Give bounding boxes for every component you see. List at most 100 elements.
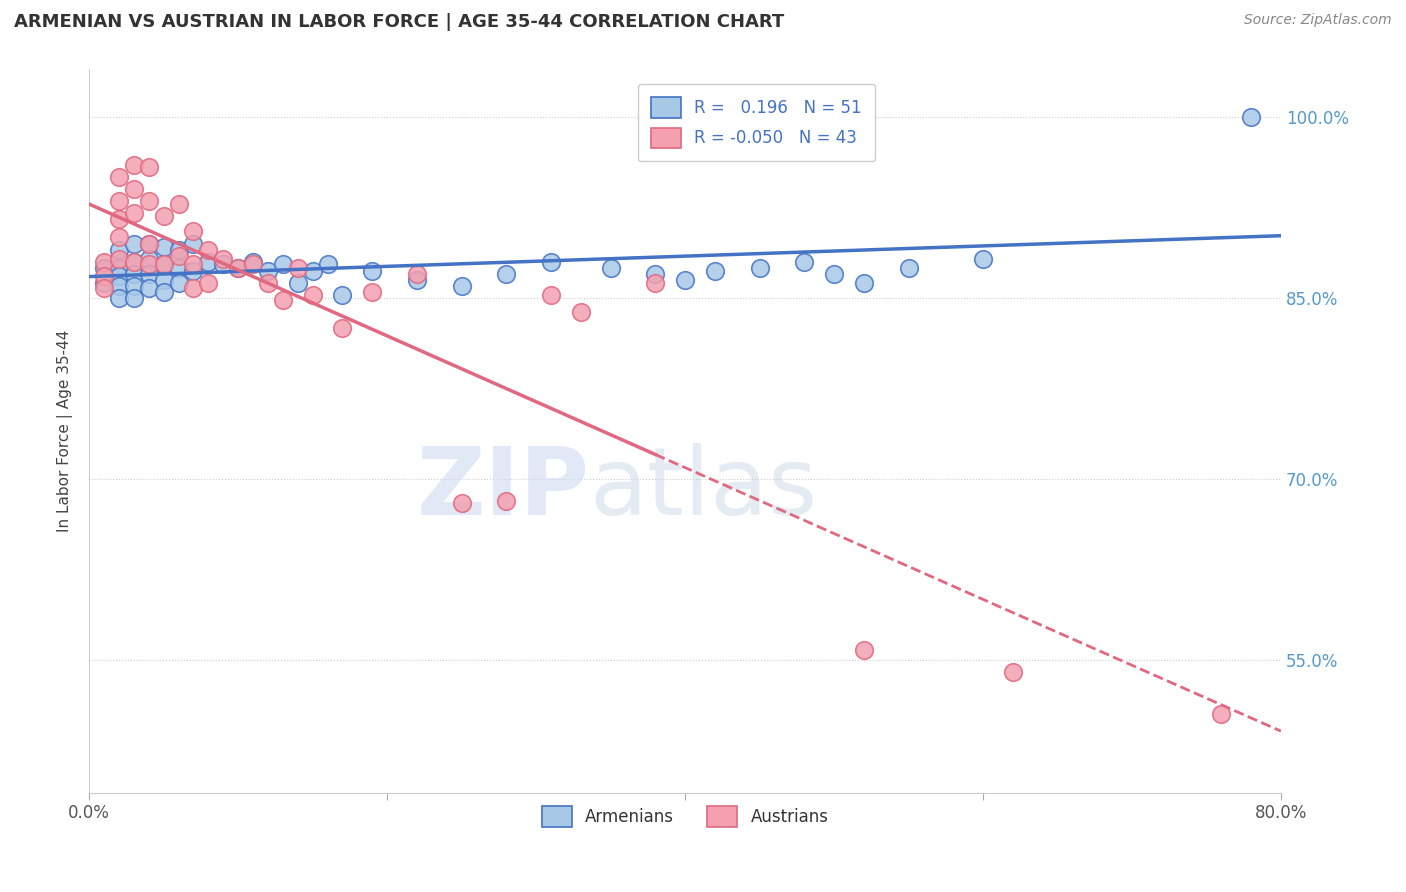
- Point: [361, 264, 384, 278]
- Point: [1240, 110, 1263, 124]
- Point: [108, 230, 131, 244]
- Point: [852, 643, 875, 657]
- Point: [226, 260, 249, 275]
- Point: [406, 273, 429, 287]
- Point: [138, 252, 160, 267]
- Point: [167, 196, 190, 211]
- Point: [673, 273, 696, 287]
- Point: [108, 212, 131, 227]
- Point: [93, 260, 115, 275]
- Point: [93, 254, 115, 268]
- Point: [271, 293, 294, 308]
- Point: [183, 236, 205, 251]
- Point: [301, 288, 323, 302]
- Point: [226, 260, 249, 275]
- Point: [122, 236, 145, 251]
- Point: [138, 194, 160, 209]
- Point: [183, 257, 205, 271]
- Point: [138, 236, 160, 251]
- Point: [152, 257, 174, 271]
- Point: [122, 206, 145, 220]
- Point: [108, 278, 131, 293]
- Point: [152, 209, 174, 223]
- Point: [138, 161, 160, 175]
- Point: [138, 281, 160, 295]
- Point: [332, 321, 354, 335]
- Point: [93, 281, 115, 295]
- Text: ARMENIAN VS AUSTRIAN IN LABOR FORCE | AGE 35-44 CORRELATION CHART: ARMENIAN VS AUSTRIAN IN LABOR FORCE | AG…: [14, 13, 785, 31]
- Point: [301, 264, 323, 278]
- Point: [122, 182, 145, 196]
- Point: [406, 267, 429, 281]
- Point: [271, 257, 294, 271]
- Point: [122, 278, 145, 293]
- Point: [122, 267, 145, 281]
- Point: [108, 252, 131, 267]
- Point: [569, 305, 592, 319]
- Point: [212, 257, 235, 271]
- Point: [495, 493, 517, 508]
- Point: [242, 257, 264, 271]
- Point: [197, 254, 219, 268]
- Point: [152, 257, 174, 271]
- Point: [152, 285, 174, 299]
- Point: [287, 260, 309, 275]
- Point: [122, 158, 145, 172]
- Point: [897, 260, 920, 275]
- Point: [242, 254, 264, 268]
- Text: atlas: atlas: [589, 442, 818, 534]
- Point: [152, 273, 174, 287]
- Point: [361, 285, 384, 299]
- Text: Source: ZipAtlas.com: Source: ZipAtlas.com: [1244, 13, 1392, 28]
- Point: [450, 496, 472, 510]
- Point: [793, 254, 815, 268]
- Point: [122, 254, 145, 268]
- Point: [183, 224, 205, 238]
- Point: [852, 277, 875, 291]
- Point: [495, 267, 517, 281]
- Point: [183, 281, 205, 295]
- Point: [540, 288, 562, 302]
- Point: [197, 277, 219, 291]
- Point: [972, 252, 994, 267]
- Point: [108, 260, 131, 275]
- Text: ZIP: ZIP: [416, 442, 589, 534]
- Point: [93, 277, 115, 291]
- Point: [152, 240, 174, 254]
- Point: [108, 269, 131, 284]
- Y-axis label: In Labor Force | Age 35-44: In Labor Force | Age 35-44: [58, 329, 73, 532]
- Legend: Armenians, Austrians: Armenians, Austrians: [533, 798, 837, 835]
- Point: [167, 249, 190, 263]
- Point: [703, 264, 725, 278]
- Point: [257, 277, 280, 291]
- Point: [823, 267, 845, 281]
- Point: [257, 264, 280, 278]
- Point: [108, 194, 131, 209]
- Point: [599, 260, 621, 275]
- Point: [167, 277, 190, 291]
- Point: [167, 260, 190, 275]
- Point: [108, 291, 131, 305]
- Point: [212, 252, 235, 267]
- Point: [108, 243, 131, 257]
- Point: [450, 278, 472, 293]
- Point: [122, 254, 145, 268]
- Point: [748, 260, 770, 275]
- Point: [644, 277, 666, 291]
- Point: [138, 267, 160, 281]
- Point: [197, 243, 219, 257]
- Point: [183, 264, 205, 278]
- Point: [644, 267, 666, 281]
- Point: [138, 236, 160, 251]
- Point: [316, 257, 339, 271]
- Point: [540, 254, 562, 268]
- Point: [1211, 707, 1233, 722]
- Point: [287, 277, 309, 291]
- Point: [122, 291, 145, 305]
- Point: [1001, 665, 1024, 679]
- Point: [108, 170, 131, 185]
- Point: [93, 269, 115, 284]
- Point: [332, 288, 354, 302]
- Point: [138, 257, 160, 271]
- Point: [167, 243, 190, 257]
